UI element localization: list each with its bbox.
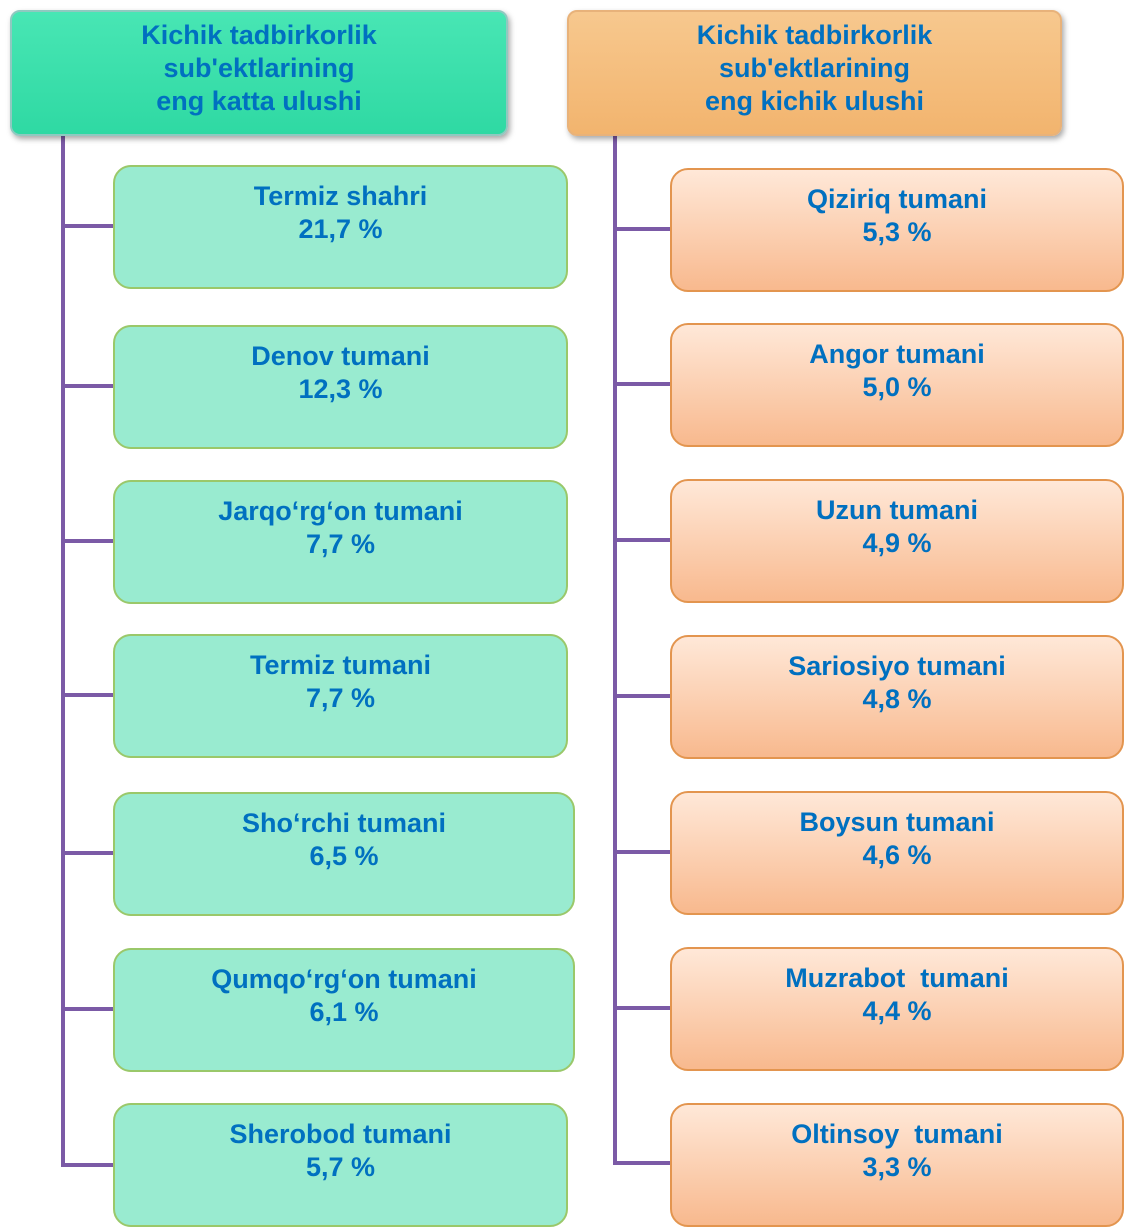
connector-line [613,694,670,698]
header-text: eng katta ulushi [156,85,362,116]
item-box: Oltinsoy tumani 3,3 % [670,1103,1124,1227]
item-value: 4,9 % [862,528,932,558]
item-value: 4,4 % [862,996,932,1026]
item-name: Termiz tumani [249,650,432,680]
item-name: Jarqo‘rg‘on tumani [218,496,463,526]
connector-line [61,851,113,855]
item-box: Termiz tumani 7,7 % [113,634,568,758]
item-name: Qiziriq tumani [806,184,987,214]
item-name: Denov tumani [251,341,430,371]
item-value: 4,6 % [862,840,932,870]
header-text: Kichik tadbirkorlik [696,19,933,50]
header-box: Kichik tadbirkorlik sub'ektlarining eng ka… [10,10,508,136]
item-box: Qumqo‘rg‘on tumani 6,1 % [113,948,575,1072]
item-name: Termiz shahri [253,181,428,211]
header-text: Kichik tadbirkorlik [141,19,377,50]
connector-line [61,539,113,543]
item-box: Sariosiyo tumani 4,8 % [670,635,1124,759]
item-name: Oltinsoy tumani [791,1119,1003,1149]
item-box: Denov tumani 12,3 % [113,325,568,449]
header-text: sub'ektlarining [163,52,355,83]
connector-line [613,382,670,386]
connector-line [613,135,617,1165]
header-box: Kichik tadbirkorlik sub'ektlarining eng ki… [567,10,1062,136]
connector-line [61,1163,113,1167]
item-value: 5,0 % [862,372,932,402]
item-value: 3,3 % [862,1152,932,1182]
item-name: Uzun tumani [816,495,978,525]
item-value: 12,3 % [298,374,383,404]
item-value: 4,8 % [862,684,932,714]
header-text: sub'ektlarining [719,52,910,83]
connector-line [613,538,670,542]
item-name: Sho‘rchi tumani [241,808,447,838]
item-box: Sho‘rchi tumani 6,5 % [113,792,575,916]
item-box: Uzun tumani 4,9 % [670,479,1124,603]
item-box: Jarqo‘rg‘on tumani 7,7 % [113,480,568,604]
item-value: 7,7 % [305,683,376,713]
item-box: Angor tumani 5,0 % [670,323,1124,447]
item-value: 5,3 % [862,217,932,247]
item-name: Sariosiyo tumani [788,651,1006,681]
item-value: 5,7 % [305,1152,376,1182]
item-value: 7,7 % [305,529,376,559]
item-name: Angor tumani [809,339,985,369]
item-box: Muzrabot tumani 4,4 % [670,947,1124,1071]
connector-line [613,227,670,231]
connector-line [613,1006,670,1010]
item-box: Boysun tumani 4,6 % [670,791,1124,915]
connector-line [61,384,113,388]
item-name: Boysun tumani [799,807,995,837]
item-value: 6,1 % [309,997,379,1027]
item-name: Qumqo‘rg‘on tumani [211,964,477,994]
item-name: Sherobod tumani [229,1119,452,1149]
connector-line [61,224,113,228]
connector-line [613,1161,670,1165]
connector-line [61,135,65,1167]
item-box: Sherobod tumani 5,7 % [113,1103,568,1227]
item-name: Muzrabot tumani [785,963,1009,993]
connector-line [61,1007,113,1011]
item-box: Qiziriq tumani 5,3 % [670,168,1124,292]
header-text: eng kichik ulushi [704,85,925,116]
item-box: Termiz shahri 21,7 % [113,165,568,289]
connector-line [613,850,670,854]
item-value: 21,7 % [298,214,383,244]
connector-line [61,693,113,697]
item-value: 6,5 % [309,841,379,871]
